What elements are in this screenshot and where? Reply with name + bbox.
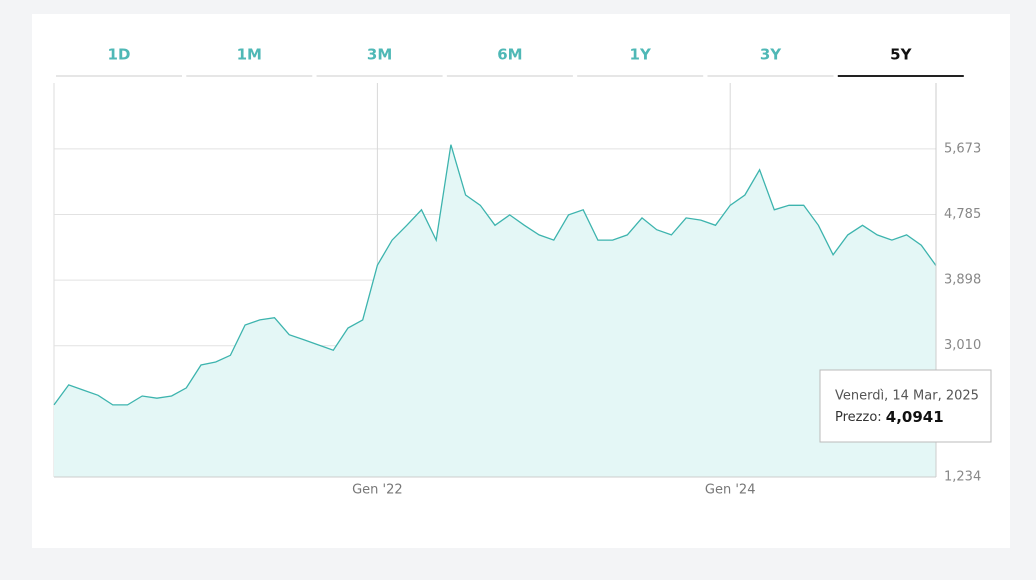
tab[interactable]: 6M [497,46,522,64]
x-tick-label: Gen '22 [352,483,403,498]
tab[interactable]: 1Y [630,46,652,64]
tooltip-label: Prezzo: 4,0941 [835,408,944,426]
y-tick-label: 4,785 [944,207,981,222]
y-tick-label: 5,673 [944,141,981,156]
tooltip-box [819,369,992,443]
tooltip-date: Venerdì, 14 Mar, 2025 [835,389,979,404]
x-tick-label: Gen '24 [705,483,756,498]
area [54,144,936,477]
tooltip-value: 4,0941 [886,408,944,426]
tab[interactable]: 1D [108,46,131,64]
tooltip: Venerdì, 14 Mar, 2025 Prezzo: 4,0941 [819,369,992,443]
tab[interactable]: 5Y [890,46,912,64]
y-tick-label: 3,010 [944,338,981,353]
tooltip-label-text: Prezzo: [835,410,882,425]
tab[interactable]: 3M [367,46,392,64]
price-line [53,144,937,406]
tab[interactable]: 3Y [760,46,782,64]
y-tick-label: 3,898 [944,273,981,288]
tab-bar: 1D 1M 3M 6M 1Y 3Y 5Y [56,46,964,77]
plot-area: 1,234 3,010 3,898 4,785 5,673 Gen '22 Gen '24 [53,83,981,498]
y-tick-label: 1,234 [944,470,981,485]
tab[interactable]: 1M [237,46,262,64]
